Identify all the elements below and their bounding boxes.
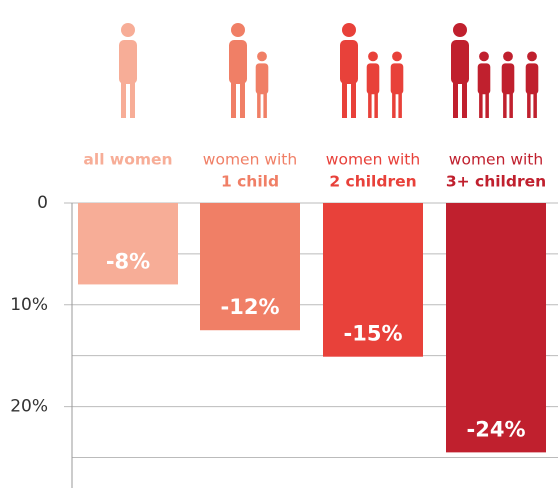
value-label: -15% [344,322,403,346]
bar [446,203,546,453]
x-tick-label: women with [449,151,543,169]
x-tick-label: all women [83,151,172,169]
value-label: -12% [221,295,280,319]
x-tick-label: 3+ children [446,173,546,191]
x-tick-label: 2 children [329,173,416,191]
icon-leg [533,92,537,118]
bar [323,203,423,357]
icon-head [527,51,537,62]
icon-body [340,40,358,84]
icon-body [390,63,404,95]
icon-leg [398,92,402,118]
icon-head [368,51,378,62]
icon-leg [121,82,126,118]
icon-leg [509,92,513,118]
bar [200,203,300,331]
icon-leg [485,92,489,118]
icon-leg [374,92,378,118]
icon-leg [231,82,236,118]
icon-head [257,51,267,62]
icon [119,23,137,118]
icon-body [366,63,380,95]
icon-head [231,23,245,37]
icon-head [392,51,402,62]
icon-leg [263,92,267,118]
value-label: -8% [106,249,150,273]
icon-leg [368,92,372,118]
y-tick-label: 20% [10,397,48,417]
icon-body [451,40,469,84]
icon-head [479,51,489,62]
icon-body [501,63,515,95]
bar [78,203,178,285]
y-tick-label: 10% [10,295,48,315]
icon-head [342,23,356,37]
icon-body [119,40,137,84]
icon-head [453,23,467,37]
icon-leg [462,82,467,118]
icon-leg [351,82,356,118]
icon-leg [479,92,483,118]
icon-head [503,51,513,62]
x-tick-label: women with [203,151,297,169]
icon-leg [342,82,347,118]
value-label: -24% [467,417,526,441]
icon-body [255,63,269,95]
icon-leg [503,92,507,118]
icon-leg [130,82,135,118]
icon-leg [240,82,245,118]
icon-body [525,63,539,95]
icon-body [477,63,491,95]
icon [229,23,269,118]
icon [340,23,404,118]
icon [451,23,539,118]
y-tick-label: 0 [37,193,48,213]
icon-head [121,23,135,37]
icon-leg [453,82,458,118]
x-tick-label: 1 child [221,173,279,191]
x-tick-label: women with [326,151,420,169]
icon-leg [257,92,261,118]
icon-body [229,40,247,84]
icon-leg [527,92,531,118]
icon-leg [392,92,396,118]
